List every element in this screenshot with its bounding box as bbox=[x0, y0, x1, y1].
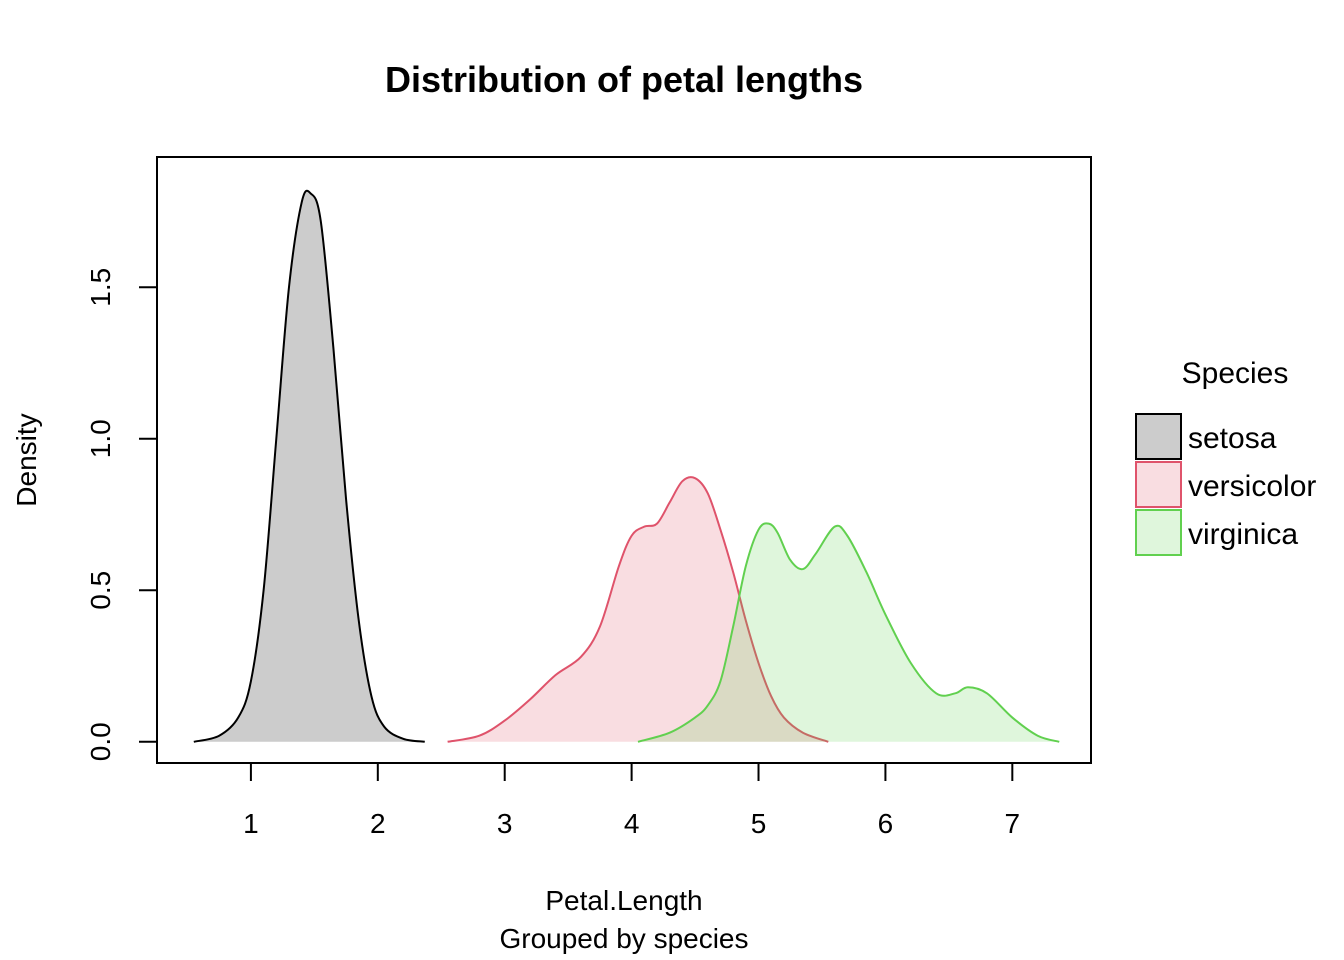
legend-swatch-virginica bbox=[1135, 509, 1182, 556]
legend-label-setosa: setosa bbox=[1188, 422, 1277, 455]
setosa-density-curve bbox=[193, 189, 425, 743]
legend-item-virginica: virginica bbox=[1135, 509, 1298, 556]
virginica-density-curve bbox=[637, 522, 1060, 743]
legend-swatch-bg bbox=[1136, 462, 1181, 507]
legend-item-setosa: setosa bbox=[1135, 413, 1277, 460]
legend-swatch-setosa bbox=[1135, 413, 1182, 460]
legend-label-virginica: virginica bbox=[1188, 518, 1298, 551]
x-tick-label: 7 bbox=[1005, 808, 1021, 839]
x-axis-label: Petal.Length bbox=[545, 885, 702, 916]
x-tick-label: 5 bbox=[751, 808, 767, 839]
y-tick-label: 0.5 bbox=[85, 571, 116, 610]
x-tick-label: 6 bbox=[878, 808, 894, 839]
legend-label-versicolor: versicolor bbox=[1188, 470, 1316, 503]
x-tick-label: 1 bbox=[243, 808, 259, 839]
legend-title: Species bbox=[1182, 357, 1289, 390]
versicolor-density-fill bbox=[447, 477, 829, 742]
x-tick-label: 4 bbox=[624, 808, 640, 839]
y-axis-label: Density bbox=[11, 413, 42, 506]
x-tick-label: 3 bbox=[497, 808, 513, 839]
versicolor-density-curve bbox=[447, 476, 829, 743]
legend-swatch-bg bbox=[1136, 510, 1181, 555]
legend-swatch-versicolor bbox=[1135, 461, 1182, 508]
legend: Species setosa versicolor virginica bbox=[1135, 357, 1316, 556]
x-axis: 1 2 3 4 5 6 7 bbox=[243, 762, 1021, 839]
legend-item-versicolor: versicolor bbox=[1135, 461, 1316, 508]
chart-title: Distribution of petal lengths bbox=[385, 59, 863, 100]
y-tick-label: 1.0 bbox=[85, 419, 116, 458]
y-tick-label: 1.5 bbox=[85, 268, 116, 307]
y-axis: 0.0 0.5 1.0 1.5 bbox=[85, 268, 158, 761]
series-layer bbox=[193, 189, 1060, 743]
setosa-density-fill bbox=[193, 190, 425, 742]
x-axis-subtitle: Grouped by species bbox=[499, 923, 748, 954]
x-tick-label: 2 bbox=[370, 808, 386, 839]
y-tick-label: 0.0 bbox=[85, 722, 116, 761]
